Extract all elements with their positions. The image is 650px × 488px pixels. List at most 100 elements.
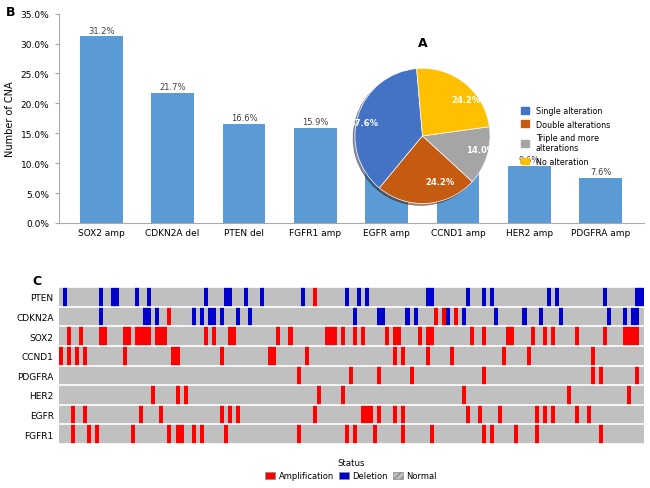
- Bar: [220, 346, 224, 366]
- Bar: [430, 287, 434, 307]
- Bar: [80, 37, 123, 224]
- Bar: [631, 326, 636, 346]
- Bar: [514, 425, 519, 444]
- Bar: [329, 326, 333, 346]
- Bar: [365, 405, 369, 425]
- Bar: [58, 346, 62, 366]
- Bar: [148, 307, 151, 326]
- Bar: [636, 366, 640, 386]
- Wedge shape: [422, 127, 490, 182]
- Bar: [176, 346, 179, 366]
- Bar: [543, 405, 547, 425]
- Bar: [192, 307, 196, 326]
- Y-axis label: Number of CNA: Number of CNA: [5, 81, 15, 157]
- Bar: [361, 326, 365, 346]
- Bar: [176, 425, 179, 444]
- Bar: [543, 326, 547, 346]
- Bar: [341, 386, 345, 405]
- Bar: [62, 287, 66, 307]
- Bar: [296, 366, 300, 386]
- Bar: [490, 287, 494, 307]
- Bar: [393, 326, 397, 346]
- Bar: [502, 346, 506, 366]
- Bar: [607, 307, 611, 326]
- Bar: [115, 287, 119, 307]
- Bar: [83, 346, 86, 366]
- Bar: [413, 307, 417, 326]
- Bar: [244, 287, 248, 307]
- Bar: [551, 326, 554, 346]
- Bar: [353, 307, 357, 326]
- Text: 37.6%: 37.6%: [350, 119, 378, 127]
- Bar: [357, 287, 361, 307]
- Bar: [559, 307, 563, 326]
- Bar: [220, 405, 224, 425]
- Bar: [510, 326, 514, 346]
- Bar: [212, 326, 216, 346]
- Bar: [111, 287, 115, 307]
- Bar: [478, 405, 482, 425]
- Bar: [466, 405, 470, 425]
- Bar: [406, 307, 410, 326]
- Bar: [103, 326, 107, 346]
- Wedge shape: [355, 69, 422, 188]
- Bar: [148, 326, 151, 346]
- Bar: [71, 425, 75, 444]
- Bar: [203, 326, 208, 346]
- Bar: [163, 326, 168, 346]
- Bar: [123, 326, 127, 346]
- Bar: [236, 405, 240, 425]
- Bar: [534, 425, 539, 444]
- Bar: [183, 386, 188, 405]
- Bar: [434, 307, 437, 326]
- Bar: [179, 425, 183, 444]
- Bar: [172, 346, 176, 366]
- Bar: [159, 326, 163, 346]
- Bar: [482, 425, 486, 444]
- Text: 14.0%: 14.0%: [467, 146, 495, 155]
- Bar: [212, 307, 216, 326]
- Bar: [99, 307, 103, 326]
- Bar: [470, 326, 474, 346]
- Bar: [296, 425, 300, 444]
- Bar: [341, 326, 345, 346]
- Bar: [603, 287, 607, 307]
- Bar: [200, 425, 203, 444]
- Bar: [95, 425, 99, 444]
- Bar: [123, 346, 127, 366]
- Text: 24.2%: 24.2%: [451, 96, 480, 105]
- Bar: [143, 326, 148, 346]
- Bar: [499, 405, 502, 425]
- Bar: [203, 287, 208, 307]
- Bar: [462, 386, 466, 405]
- Bar: [200, 307, 203, 326]
- Bar: [599, 366, 603, 386]
- Bar: [591, 346, 595, 366]
- Bar: [83, 405, 86, 425]
- Bar: [623, 326, 627, 346]
- Bar: [305, 346, 309, 366]
- Bar: [349, 366, 353, 386]
- Bar: [466, 287, 470, 307]
- Bar: [236, 307, 240, 326]
- Bar: [228, 287, 232, 307]
- Bar: [232, 326, 236, 346]
- Text: 16.6%: 16.6%: [231, 114, 257, 122]
- Text: 14.0%: 14.0%: [374, 129, 400, 138]
- Bar: [135, 287, 139, 307]
- Bar: [317, 386, 320, 405]
- Wedge shape: [417, 69, 489, 137]
- Text: 9.6%: 9.6%: [519, 156, 540, 164]
- Bar: [599, 425, 603, 444]
- Text: 21.7%: 21.7%: [159, 83, 186, 92]
- Bar: [393, 405, 397, 425]
- Bar: [300, 287, 305, 307]
- Bar: [79, 326, 83, 346]
- Bar: [490, 425, 494, 444]
- Bar: [526, 346, 530, 366]
- Bar: [333, 326, 337, 346]
- Bar: [579, 178, 622, 224]
- Bar: [551, 405, 554, 425]
- Bar: [313, 287, 317, 307]
- Bar: [151, 386, 155, 405]
